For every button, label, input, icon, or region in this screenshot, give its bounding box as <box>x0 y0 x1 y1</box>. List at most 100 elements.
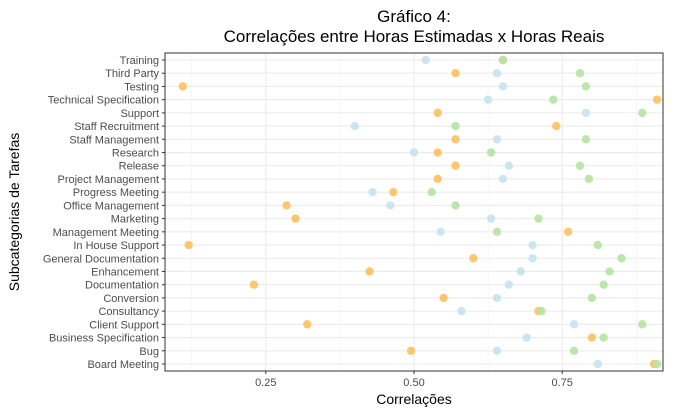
data-point <box>451 135 460 144</box>
y-tick-label: Technical Specification <box>48 95 159 107</box>
y-tick-label: Management Meeting <box>53 227 159 239</box>
data-point <box>652 359 662 369</box>
y-tick-label: Office Management <box>63 200 159 212</box>
y-tick-label: Release <box>119 161 159 173</box>
data-point <box>504 161 514 170</box>
data-point <box>498 55 508 65</box>
data-point <box>605 267 614 276</box>
y-tick-label: In House Support <box>73 240 159 252</box>
data-point <box>522 333 531 342</box>
x-tick-label: 0.50 <box>403 377 424 389</box>
data-point <box>483 95 493 104</box>
data-point <box>569 320 579 329</box>
data-point <box>563 227 573 237</box>
data-points <box>178 55 662 369</box>
data-point <box>184 240 193 250</box>
data-point <box>516 267 525 276</box>
data-point <box>386 201 395 210</box>
data-point <box>457 306 466 316</box>
data-point <box>593 240 602 250</box>
data-point <box>178 82 187 91</box>
data-point <box>368 187 377 197</box>
data-point <box>451 121 460 131</box>
data-point <box>492 227 502 237</box>
y-tick-label: Progress Meeting <box>73 187 159 199</box>
x-axis-ticks: 0.25 0.50 0.75 <box>255 371 573 389</box>
data-point <box>433 174 442 184</box>
y-tick-label: General Documentation <box>43 253 159 265</box>
y-tick-label: Third Party <box>105 68 159 80</box>
y-tick-label: Testing <box>124 81 159 93</box>
data-point <box>599 333 608 342</box>
x-tick-label: 0.75 <box>552 377 573 389</box>
data-point <box>249 280 259 289</box>
data-point <box>537 306 546 316</box>
data-point <box>406 346 416 355</box>
data-point <box>421 55 431 65</box>
data-point <box>549 95 558 104</box>
data-point <box>498 82 508 91</box>
data-point <box>409 148 419 157</box>
data-point <box>486 214 496 223</box>
y-tick-label: Project Management <box>58 174 160 186</box>
data-point <box>469 254 478 263</box>
y-tick-label: Training <box>120 55 159 67</box>
y-tick-label: Research <box>112 148 159 160</box>
chart-subtitle: Correlações entre Horas Estimadas x Hora… <box>224 27 605 46</box>
y-tick-label: Enhancement <box>91 266 159 278</box>
data-point <box>498 174 508 184</box>
data-point <box>587 333 597 342</box>
data-point <box>581 82 591 91</box>
x-tick-label: 0.25 <box>255 377 276 389</box>
y-tick-label: Board Meeting <box>87 359 159 371</box>
data-point <box>451 201 460 210</box>
data-point <box>389 187 398 197</box>
data-point <box>599 280 608 289</box>
y-tick-label: Client Support <box>89 319 159 331</box>
data-point <box>528 254 537 263</box>
data-point <box>652 95 662 104</box>
y-tick-label: Support <box>120 108 159 120</box>
y-tick-label: Staff Recruitment <box>74 121 159 133</box>
data-point <box>552 121 561 131</box>
data-point <box>433 148 442 157</box>
data-point <box>427 187 436 197</box>
data-point <box>575 161 585 170</box>
data-point <box>436 227 445 237</box>
data-point <box>584 174 594 184</box>
y-tick-label: Consultancy <box>98 306 159 318</box>
data-point <box>534 214 543 223</box>
data-point <box>451 69 460 78</box>
data-point <box>433 108 442 118</box>
y-tick-label: Bug <box>139 346 159 358</box>
data-point <box>282 201 291 210</box>
data-point <box>504 280 514 289</box>
data-point <box>617 254 626 263</box>
data-point <box>569 346 579 355</box>
grid-lines <box>165 53 663 371</box>
y-tick-label: Marketing <box>111 214 159 226</box>
data-point <box>365 267 374 276</box>
y-tick-label: Business Specification <box>49 333 159 345</box>
data-point <box>638 108 647 118</box>
data-point <box>291 214 300 223</box>
data-point <box>492 135 502 144</box>
data-point <box>439 293 448 303</box>
data-point <box>492 346 502 355</box>
chart-title: Gráfico 4: <box>377 7 451 26</box>
data-point <box>492 69 502 78</box>
y-tick-label: Staff Management <box>69 134 159 146</box>
data-point <box>575 69 585 78</box>
data-point <box>587 293 597 303</box>
data-point <box>492 293 502 303</box>
y-tick-label: Conversion <box>103 293 159 305</box>
data-point <box>528 240 537 250</box>
data-point <box>638 320 647 329</box>
data-point <box>593 359 602 369</box>
y-axis-title: Subcategorias de Tarefas <box>6 133 22 292</box>
data-point <box>303 320 312 329</box>
data-point <box>451 161 460 170</box>
x-axis-title: Correlações <box>376 391 451 407</box>
